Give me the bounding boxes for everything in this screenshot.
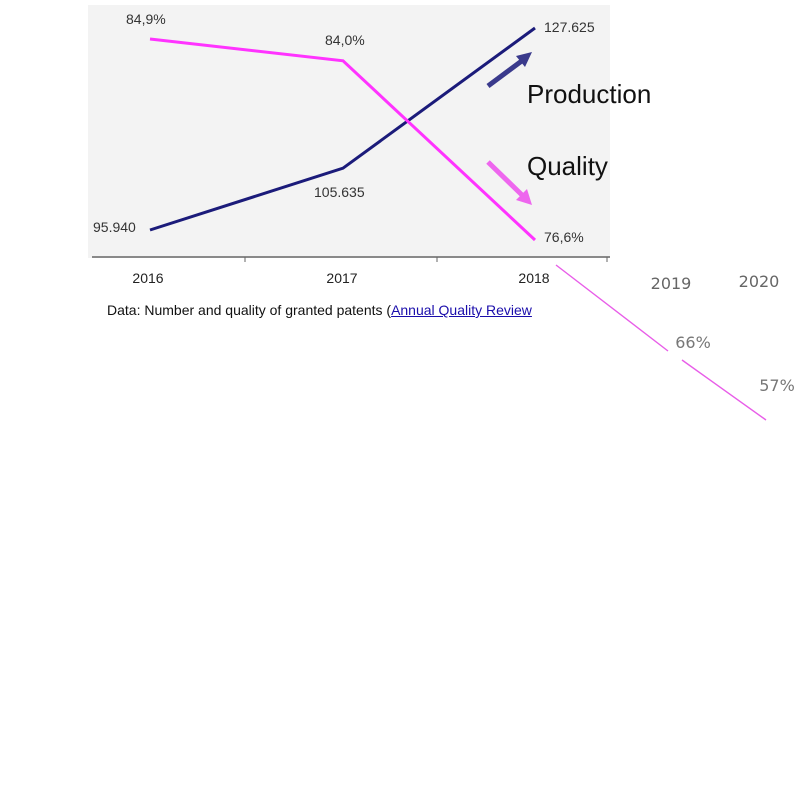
production-data-label: 105.635	[314, 184, 365, 200]
extension-year-label: 2019	[651, 274, 692, 293]
quality-data-label: 76,6%	[544, 229, 584, 245]
x-tick-label: 2017	[326, 270, 357, 286]
production-data-label: 95.940	[93, 219, 136, 235]
production-series-line	[149, 26, 536, 232]
down-arrow-icon	[486, 160, 532, 205]
plot-background	[88, 5, 610, 258]
extension-quality-label: 66%	[675, 333, 711, 352]
quality-extension-line	[555, 264, 669, 352]
annual-quality-review-link[interactable]: Annual Quality Review	[391, 302, 532, 318]
quality-series-line	[149, 37, 537, 242]
quality-data-label: 84,0%	[325, 32, 365, 48]
quality-extension-line	[681, 359, 767, 421]
extension-year-label: 2020	[739, 272, 780, 291]
extension-quality-label: 57%	[759, 376, 795, 395]
x-tick-label: 2016	[132, 270, 163, 286]
quality-data-label: 84,9%	[126, 11, 166, 27]
x-tick-label: 2018	[518, 270, 549, 286]
up-arrow-icon	[486, 52, 532, 89]
production-annotation: Production	[527, 79, 651, 109]
chart-caption: Data: Number and quality of granted pate…	[107, 302, 532, 318]
production-data-label: 127.625	[544, 19, 595, 35]
caption-text: Data: Number and quality of granted pate…	[107, 302, 392, 318]
quality-annotation: Quality	[527, 151, 608, 181]
